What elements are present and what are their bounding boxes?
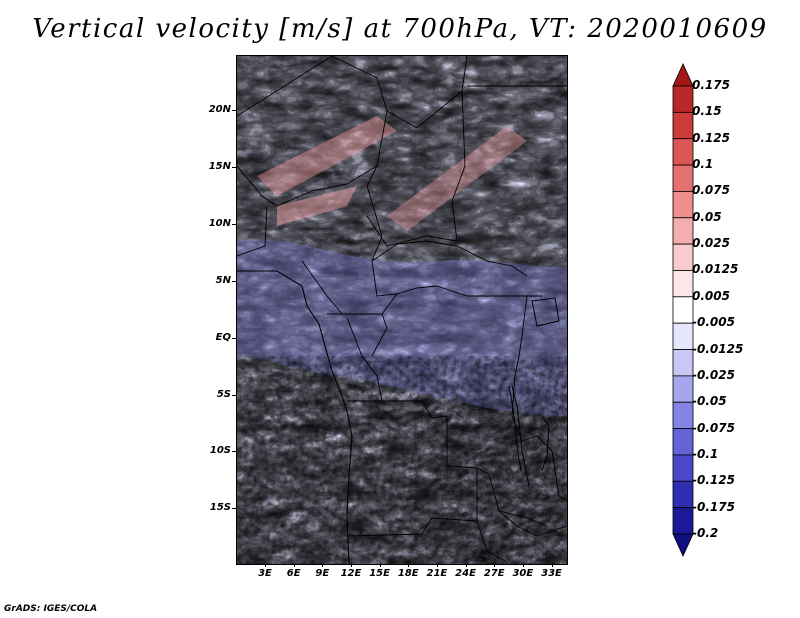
colorbar-segment <box>672 401 694 429</box>
longitude-label: 30E <box>512 568 534 579</box>
colorbar-label: -0.005 <box>692 315 735 330</box>
latitude-label: 10S <box>209 445 231 457</box>
colorbar-label: 0.075 <box>692 183 730 198</box>
colorbar-label: 0.0125 <box>692 262 739 277</box>
longitude-label: 21E <box>426 568 448 579</box>
colorbar-segment <box>672 375 694 403</box>
latitude-label: 5N <box>215 274 231 286</box>
colorbar-segment <box>672 507 694 535</box>
colorbar-label: -0.025 <box>692 367 735 382</box>
colorbar-segment <box>672 85 694 113</box>
longitude-tick <box>265 563 266 567</box>
latitude-label: EQ <box>215 331 231 343</box>
colorbar-label: -0.075 <box>692 420 735 435</box>
longitude-label: 33E <box>541 568 562 579</box>
latitude-label: 10N <box>208 217 231 229</box>
colorbar-segment <box>672 111 694 140</box>
coastline <box>237 270 353 564</box>
longitude-tick <box>436 563 438 567</box>
colorbar-segment <box>672 191 694 219</box>
longitude-tick <box>522 563 524 567</box>
longitude-label: 18E <box>397 568 419 579</box>
latitude-tick <box>232 508 237 510</box>
longitude-label: 3E <box>258 568 272 579</box>
longitude-label: 15E <box>369 568 390 579</box>
latitude-label: 20N <box>208 104 231 115</box>
latitude-tick <box>232 394 237 396</box>
latitude-tick <box>232 280 237 282</box>
lakes <box>508 297 560 487</box>
colorbar-segment <box>672 322 694 350</box>
latitude-tick <box>232 451 237 453</box>
latitude-tick <box>232 223 237 225</box>
colorbar-label: 0.05 <box>692 209 722 224</box>
latitude-tick <box>232 337 237 339</box>
latitude-tick <box>232 110 237 111</box>
colorbar-segment <box>672 428 694 456</box>
colorbar-top-arrow <box>672 63 694 87</box>
colorbar-segment <box>672 296 694 324</box>
colorbar <box>672 63 694 557</box>
colorbar-label: 0.025 <box>692 236 730 251</box>
longitude-tick <box>322 563 324 567</box>
colorbar-segment <box>672 138 694 166</box>
longitude-tick <box>293 563 295 567</box>
map-panel <box>236 55 568 565</box>
latitude-label: 15S <box>209 502 231 514</box>
country-borders <box>237 56 567 562</box>
longitude-label: 6E <box>286 568 301 579</box>
colorbar-label: 0.15 <box>692 104 722 119</box>
colorbar-label: -0.05 <box>692 394 727 409</box>
colorbar-label: -0.125 <box>692 473 735 488</box>
colorbar-label: -0.0125 <box>692 341 744 356</box>
longitude-tick <box>494 563 496 567</box>
latitude-label: 15N <box>208 160 231 172</box>
colorbar-label: 0.125 <box>692 130 730 145</box>
colorbar-segment <box>672 480 694 509</box>
vertical-velocity-field <box>237 56 567 564</box>
colorbar-segment <box>672 349 694 377</box>
colorbar-segment <box>672 243 694 271</box>
longitude-label: 9E <box>315 568 330 579</box>
longitude-label: 12E <box>340 568 362 579</box>
colorbar-segment <box>672 217 694 245</box>
colorbar-label: 0.175 <box>692 78 730 92</box>
latitude-label: 5S <box>216 388 231 400</box>
colorbar-bottom-arrow <box>672 533 694 557</box>
colorbar-label: 0.1 <box>692 157 714 172</box>
longitude-label: 24E <box>455 568 476 579</box>
colorbar-label: -0.1 <box>692 446 719 461</box>
longitude-tick <box>379 563 381 567</box>
credit-text: GrADS: IGES/COLA <box>4 604 98 614</box>
map-title: Vertical velocity [m/s] at 700hPa, VT: 2… <box>32 14 768 44</box>
longitude-tick <box>408 563 410 567</box>
longitude-label: 27E <box>483 568 505 579</box>
longitude-tick <box>551 563 553 567</box>
colorbar-segment <box>672 164 694 192</box>
longitude-tick <box>465 563 467 567</box>
colorbar-label: -0.175 <box>692 499 735 514</box>
colorbar-label: -0.2 <box>692 526 719 540</box>
colorbar-segment <box>672 454 694 482</box>
longitude-tick <box>350 563 352 567</box>
latitude-tick <box>232 166 237 168</box>
colorbar-segment <box>672 270 694 298</box>
colorbar-label: 0.005 <box>692 288 730 303</box>
